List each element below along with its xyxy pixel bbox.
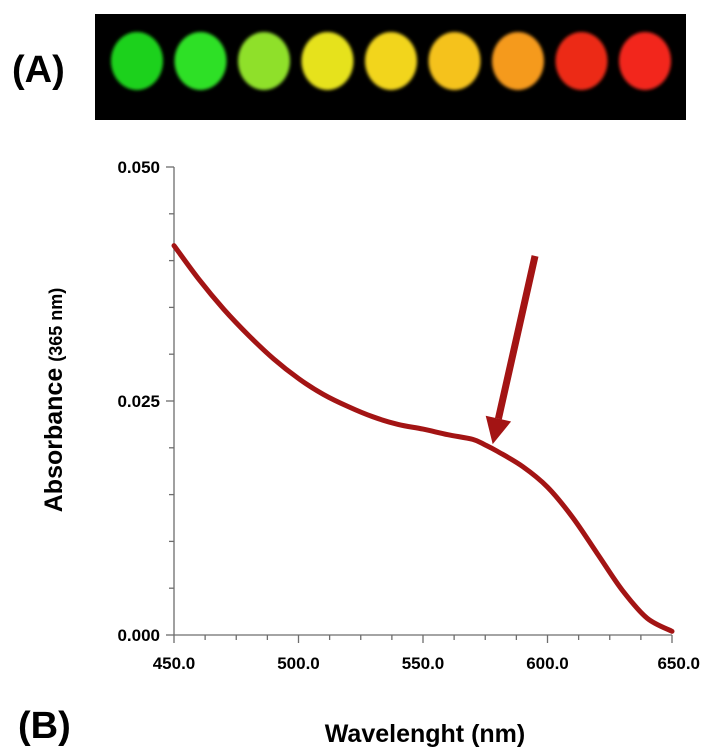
panel-b-label: (B) xyxy=(18,705,71,747)
annotation-arrow xyxy=(485,255,539,445)
x-axis-title: Wavelenght (nm) xyxy=(325,720,525,748)
x-tick-label: 650.0 xyxy=(657,654,700,673)
fluorescence-spot-3 xyxy=(238,32,290,90)
fluorescence-spot-7 xyxy=(492,32,544,90)
y-axis-title-text: Absorbance xyxy=(40,368,68,513)
y-axis-title: Absorbance (365 nm) xyxy=(40,288,68,513)
fluorescence-spot-6 xyxy=(428,32,481,90)
y-tick-label: 0.000 xyxy=(117,626,160,645)
fluorescence-spots xyxy=(111,32,671,90)
x-tick-label: 500.0 xyxy=(277,654,320,673)
annotation-arrow-head xyxy=(485,415,512,445)
fluorescence-spot-9 xyxy=(619,32,671,90)
absorbance-chart: 0.000 0.025 0.050 450.0 500.0 550.0 600.0 650.… xyxy=(117,158,700,673)
y-axis: 0.000 0.025 0.050 xyxy=(117,158,175,645)
y-tick-label: 0.050 xyxy=(117,158,160,177)
absorbance-curve xyxy=(171,243,675,634)
x-tick-label: 550.0 xyxy=(402,654,445,673)
fluorescence-spot-4 xyxy=(301,32,354,90)
panel-a-label: (A) xyxy=(12,49,65,91)
fluorescence-spot-8 xyxy=(555,32,608,90)
x-axis: 450.0 500.0 550.0 600.0 650.0 xyxy=(153,634,700,673)
y-axis-title-unit: (365 nm) xyxy=(46,288,66,362)
annotation-arrow-shaft xyxy=(495,255,539,420)
x-tick-label: 450.0 xyxy=(153,654,196,673)
fluorescence-spot-2 xyxy=(174,32,227,90)
x-tick-label: 600.0 xyxy=(526,654,569,673)
fluorescence-spot-5 xyxy=(365,32,417,90)
fluorescence-spot-1 xyxy=(111,32,163,90)
y-tick-label: 0.025 xyxy=(117,392,160,411)
